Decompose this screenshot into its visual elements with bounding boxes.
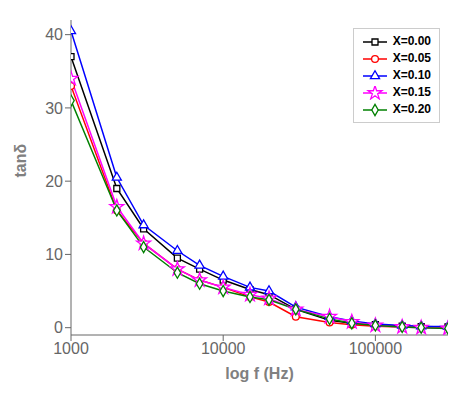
svg-text:0: 0 (54, 319, 63, 336)
svg-text:1000: 1000 (53, 340, 89, 357)
svg-text:40: 40 (45, 26, 63, 43)
html-text:X=0.20: X=0.20 (392, 102, 431, 116)
svg-text:20: 20 (45, 173, 63, 190)
svg-text:10: 10 (45, 246, 63, 263)
svg-text:100000: 100000 (349, 340, 402, 357)
svg-text:tanδ: tanδ (12, 144, 29, 178)
html-text:X=0.10: X=0.10 (392, 68, 431, 82)
svg-text:10000: 10000 (201, 340, 246, 357)
html-text:X=0.00: X=0.00 (392, 34, 431, 48)
html-text:X=0.15: X=0.15 (392, 85, 431, 99)
svg-text:log f (Hz): log f (Hz) (225, 365, 293, 382)
html-text:X=0.05: X=0.05 (392, 51, 431, 65)
svg-text:30: 30 (45, 100, 63, 117)
